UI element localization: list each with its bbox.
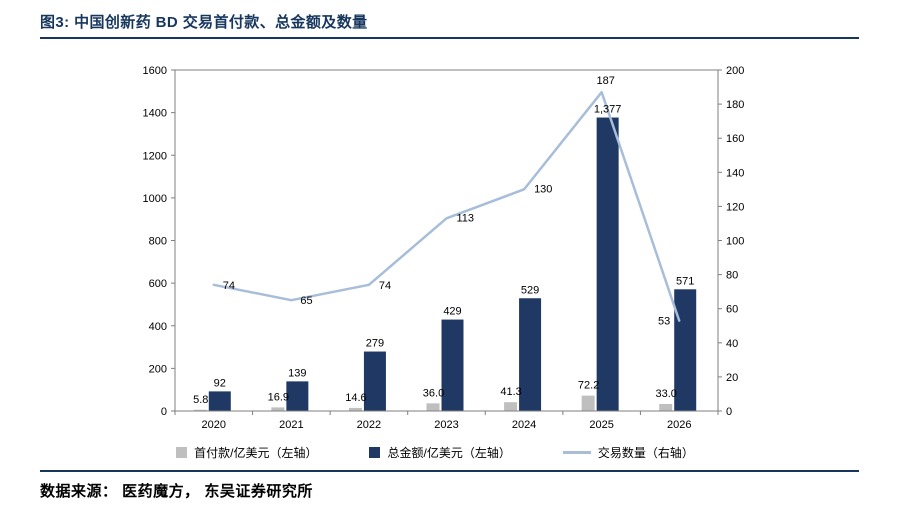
upfront-value-label: 14.6 <box>345 392 366 404</box>
left-axis-label: 1400 <box>143 108 167 120</box>
right-axis-label: 200 <box>726 65 744 77</box>
right-axis-label: 180 <box>726 99 744 111</box>
left-axis-label: 1600 <box>143 65 167 77</box>
legend-label-total: 总金额/亿美元（左轴） <box>387 446 511 460</box>
deal-count-label: 113 <box>457 212 475 224</box>
deal-count-label: 74 <box>223 280 235 292</box>
footer-divider <box>40 470 859 472</box>
bd-deals-combo-chart: 0 200 400 600 800 1000 1200 1400 1600 0 20 40 60 80 10… <box>143 65 745 431</box>
legend-label-upfront: 首付款/亿美元（左轴） <box>194 446 318 460</box>
right-axis-label: 160 <box>726 133 744 145</box>
upfront-swatch <box>176 447 188 458</box>
upfront-bar <box>193 409 207 411</box>
upfront-value-label: 33.0 <box>656 388 677 400</box>
legend-label-deal-count: 交易数量（右轴） <box>597 446 694 460</box>
legend-item-total: 总金额/亿美元（左轴） <box>369 444 511 461</box>
total-value-label: 92 <box>214 377 226 389</box>
deal-count-label: 187 <box>596 75 614 87</box>
upfront-value-label: 72.2 <box>578 380 599 392</box>
total-value-label: 429 <box>443 306 461 318</box>
figure-title: 图3: 中国创新药 BD 交易首付款、总金额及数量 <box>40 14 368 31</box>
x-axis-label: 2025 <box>589 419 613 431</box>
chart-legend: 首付款/亿美元（左轴） 总金额/亿美元（左轴） 交易数量（右轴） <box>95 444 775 461</box>
upfront-value-label: 36.0 <box>423 387 444 399</box>
upfront-bar <box>581 395 595 411</box>
total-value-label: 1,377 <box>594 104 622 116</box>
upfront-bar <box>659 403 673 411</box>
line-swatch <box>562 451 591 454</box>
total-bar <box>519 298 542 411</box>
total-bar <box>674 289 697 411</box>
total-value-label: 571 <box>676 275 694 287</box>
deal-count-label: 74 <box>379 280 391 292</box>
deal-count-label: 53 <box>658 316 670 328</box>
legend-item-upfront: 首付款/亿美元（左轴） <box>176 444 317 461</box>
upfront-bar <box>271 407 285 411</box>
total-value-label: 279 <box>366 338 384 350</box>
upfront-bar <box>348 407 362 411</box>
left-axis-label: 1000 <box>143 193 167 205</box>
left-axis-label: 1200 <box>143 150 167 162</box>
right-axis-label: 20 <box>726 372 738 384</box>
total-swatch <box>369 447 381 458</box>
deal-count-label: 130 <box>534 183 552 195</box>
right-axis-label: 60 <box>726 304 738 316</box>
x-axis-label: 2021 <box>279 419 303 431</box>
upfront-value-label: 5.8 <box>193 394 208 406</box>
total-value-label: 529 <box>521 284 539 296</box>
x-axis-label: 2023 <box>434 419 458 431</box>
left-axis-label: 400 <box>149 321 167 333</box>
upfront-bar <box>504 402 518 411</box>
x-axis-label: 2024 <box>512 419 536 431</box>
right-axis-label: 120 <box>726 201 744 213</box>
left-axis-label: 800 <box>149 236 167 248</box>
right-axis-label: 100 <box>726 236 744 248</box>
total-bar <box>363 351 386 411</box>
x-axis-label: 2026 <box>667 419 691 431</box>
total-bar <box>596 117 619 412</box>
right-axis-label: 40 <box>726 338 738 350</box>
right-axis-label: 80 <box>726 270 738 282</box>
upfront-value-label: 41.3 <box>500 386 521 398</box>
deal-count-line <box>212 90 681 322</box>
x-axis-label: 2020 <box>202 419 226 431</box>
upfront-value-label: 16.9 <box>268 391 289 403</box>
total-value-label: 139 <box>288 367 306 379</box>
title-divider <box>40 37 859 39</box>
total-bar <box>441 319 464 411</box>
upfront-bar <box>426 403 440 411</box>
deal-count-label: 65 <box>300 295 312 307</box>
left-axis-label: 200 <box>149 363 167 375</box>
x-axis-label: 2022 <box>357 419 381 431</box>
data-source-note: 数据来源： 医药魔方， 东吴证券研究所 <box>40 483 313 500</box>
legend-item-deal-count: 交易数量（右轴） <box>562 444 694 461</box>
total-bar <box>208 391 231 411</box>
left-axis-label: 600 <box>149 278 167 290</box>
right-axis-label: 140 <box>726 167 744 179</box>
right-axis-label: 0 <box>726 406 732 418</box>
left-axis-label: 0 <box>161 406 167 418</box>
total-bar <box>286 381 309 411</box>
